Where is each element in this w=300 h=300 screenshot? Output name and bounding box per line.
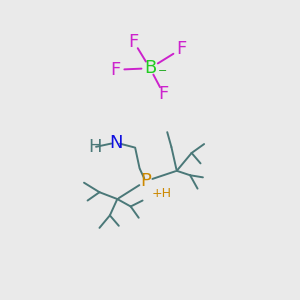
Text: H: H	[88, 138, 102, 156]
Text: F: F	[158, 85, 169, 103]
Text: −: −	[158, 66, 168, 76]
Text: B: B	[144, 59, 156, 77]
Text: F: F	[176, 40, 186, 58]
Text: F: F	[128, 32, 139, 50]
Text: F: F	[111, 61, 121, 79]
Text: P: P	[140, 172, 151, 190]
Text: N: N	[109, 134, 123, 152]
Text: +H: +H	[152, 187, 172, 200]
